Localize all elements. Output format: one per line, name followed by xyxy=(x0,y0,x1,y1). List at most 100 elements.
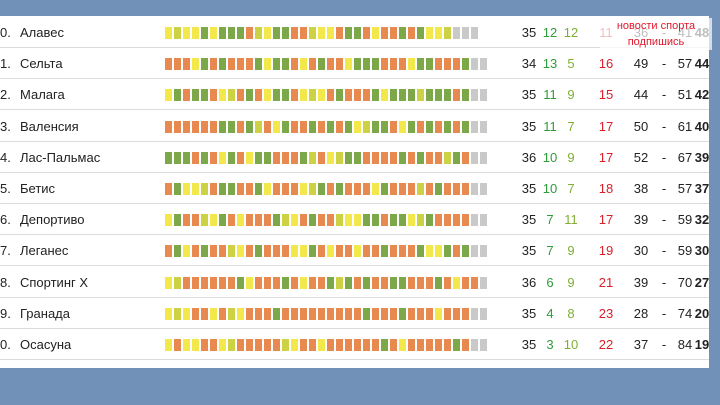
form-result-square xyxy=(165,214,172,227)
form-result-square xyxy=(165,183,172,195)
form-result-square xyxy=(390,214,397,227)
form-result-square xyxy=(471,276,478,289)
games-played: 36 xyxy=(521,149,537,165)
form-result-square xyxy=(291,151,298,164)
losses: 21 xyxy=(598,274,614,290)
team-name: Лас-Пальмас xyxy=(20,149,101,165)
form-result-square xyxy=(291,120,298,133)
table-row[interactable]: 5. Бетис 35 10 7 18 38-57 37 xyxy=(0,174,709,204)
form-result-square xyxy=(237,58,244,71)
form-result-square xyxy=(228,183,235,195)
form-result-square xyxy=(309,27,316,39)
form-result-square xyxy=(282,276,289,289)
draws: 8 xyxy=(567,305,575,321)
table-row[interactable]: 9. Гранада 35 4 8 23 28-74 20 xyxy=(0,299,709,329)
form-strip xyxy=(165,89,487,102)
form-result-square xyxy=(309,58,316,71)
form-result-square xyxy=(309,120,316,133)
goals-separator: - xyxy=(661,274,667,290)
form-result-square xyxy=(417,151,424,164)
form-result-square xyxy=(237,245,244,258)
form-result-square xyxy=(444,89,451,102)
form-result-square xyxy=(354,307,361,320)
form-result-square xyxy=(246,307,253,320)
form-result-square xyxy=(444,183,451,195)
form-strip xyxy=(165,120,487,133)
form-result-square xyxy=(471,245,478,258)
form-result-square xyxy=(201,183,208,195)
form-result-square xyxy=(246,58,253,71)
table-row[interactable]: 7. Леганес 35 7 9 19 30-59 30 xyxy=(0,236,710,267)
points: 30 xyxy=(694,243,710,259)
table-row[interactable]: 2. Малага 35 11 9 15 44-51 42 xyxy=(0,80,709,111)
goals-for: 52 xyxy=(633,149,649,165)
form-result-square xyxy=(192,120,199,133)
games-played: 35 xyxy=(521,212,537,228)
table-row[interactable]: 6. Депортиво 35 7 11 17 39-59 32 xyxy=(0,205,709,236)
form-result-square xyxy=(183,245,190,258)
draws: 10 xyxy=(563,337,579,352)
form-result-square xyxy=(471,89,478,102)
draws: 9 xyxy=(567,274,575,290)
form-result-square xyxy=(417,183,424,195)
form-result-square xyxy=(426,245,433,258)
form-result-square xyxy=(300,245,307,258)
form-result-square xyxy=(444,27,451,39)
wins: 6 xyxy=(546,274,554,290)
form-result-square xyxy=(444,151,451,164)
form-result-square xyxy=(372,120,379,133)
form-result-square xyxy=(318,120,325,133)
form-result-square xyxy=(300,339,307,351)
form-result-square xyxy=(219,183,226,195)
form-result-square xyxy=(435,276,442,289)
form-result-square xyxy=(219,307,226,320)
form-strip xyxy=(165,58,487,71)
form-result-square xyxy=(327,245,334,258)
form-result-square xyxy=(327,27,334,39)
table-row[interactable]: 3. Валенсия 35 11 7 17 50-61 40 xyxy=(0,112,709,142)
form-result-square xyxy=(345,339,352,351)
form-result-square xyxy=(228,89,235,102)
form-result-square xyxy=(417,245,424,258)
draws: 7 xyxy=(567,118,575,134)
form-result-square xyxy=(435,214,442,227)
form-result-square xyxy=(165,120,172,133)
form-result-square xyxy=(309,151,316,164)
form-result-square xyxy=(273,120,280,133)
form-result-square xyxy=(237,120,244,133)
goals-against: 57 xyxy=(677,181,693,196)
form-result-square xyxy=(264,89,271,102)
form-result-square xyxy=(345,89,352,102)
form-result-square xyxy=(327,151,334,164)
form-result-square xyxy=(210,339,217,351)
losses: 18 xyxy=(598,181,614,196)
goals-for: 49 xyxy=(633,56,649,72)
form-result-square xyxy=(264,58,271,71)
form-result-square xyxy=(471,183,478,195)
goals-for: 39 xyxy=(633,212,649,228)
form-result-square xyxy=(462,89,469,102)
goals-separator: - xyxy=(661,243,667,259)
table-row[interactable]: 0. Осасуна 35 3 10 22 37-84 19 xyxy=(0,330,709,360)
losses: 15 xyxy=(598,87,614,103)
points: 44 xyxy=(694,56,710,72)
form-result-square xyxy=(444,307,451,320)
form-result-square xyxy=(192,58,199,71)
form-result-square xyxy=(354,245,361,258)
form-result-square xyxy=(201,89,208,102)
form-result-square xyxy=(390,120,397,133)
form-result-square xyxy=(381,339,388,351)
form-result-square xyxy=(444,276,451,289)
form-result-square xyxy=(345,214,352,227)
form-result-square xyxy=(354,214,361,227)
table-row[interactable]: 8. Спортинг Х 36 6 9 21 39-70 27 xyxy=(0,268,709,298)
form-result-square xyxy=(264,27,271,39)
table-row[interactable]: 4. Лас-Пальмас 36 10 9 17 52-67 39 xyxy=(0,143,709,173)
form-result-square xyxy=(309,183,316,195)
draws: 12 xyxy=(563,25,579,40)
form-result-square xyxy=(390,339,397,351)
goals-for: 28 xyxy=(633,305,649,321)
table-row[interactable]: 1. Сельта 34 13 5 16 49-57 44 xyxy=(0,49,710,80)
form-result-square xyxy=(210,245,217,258)
form-result-square xyxy=(219,58,226,71)
